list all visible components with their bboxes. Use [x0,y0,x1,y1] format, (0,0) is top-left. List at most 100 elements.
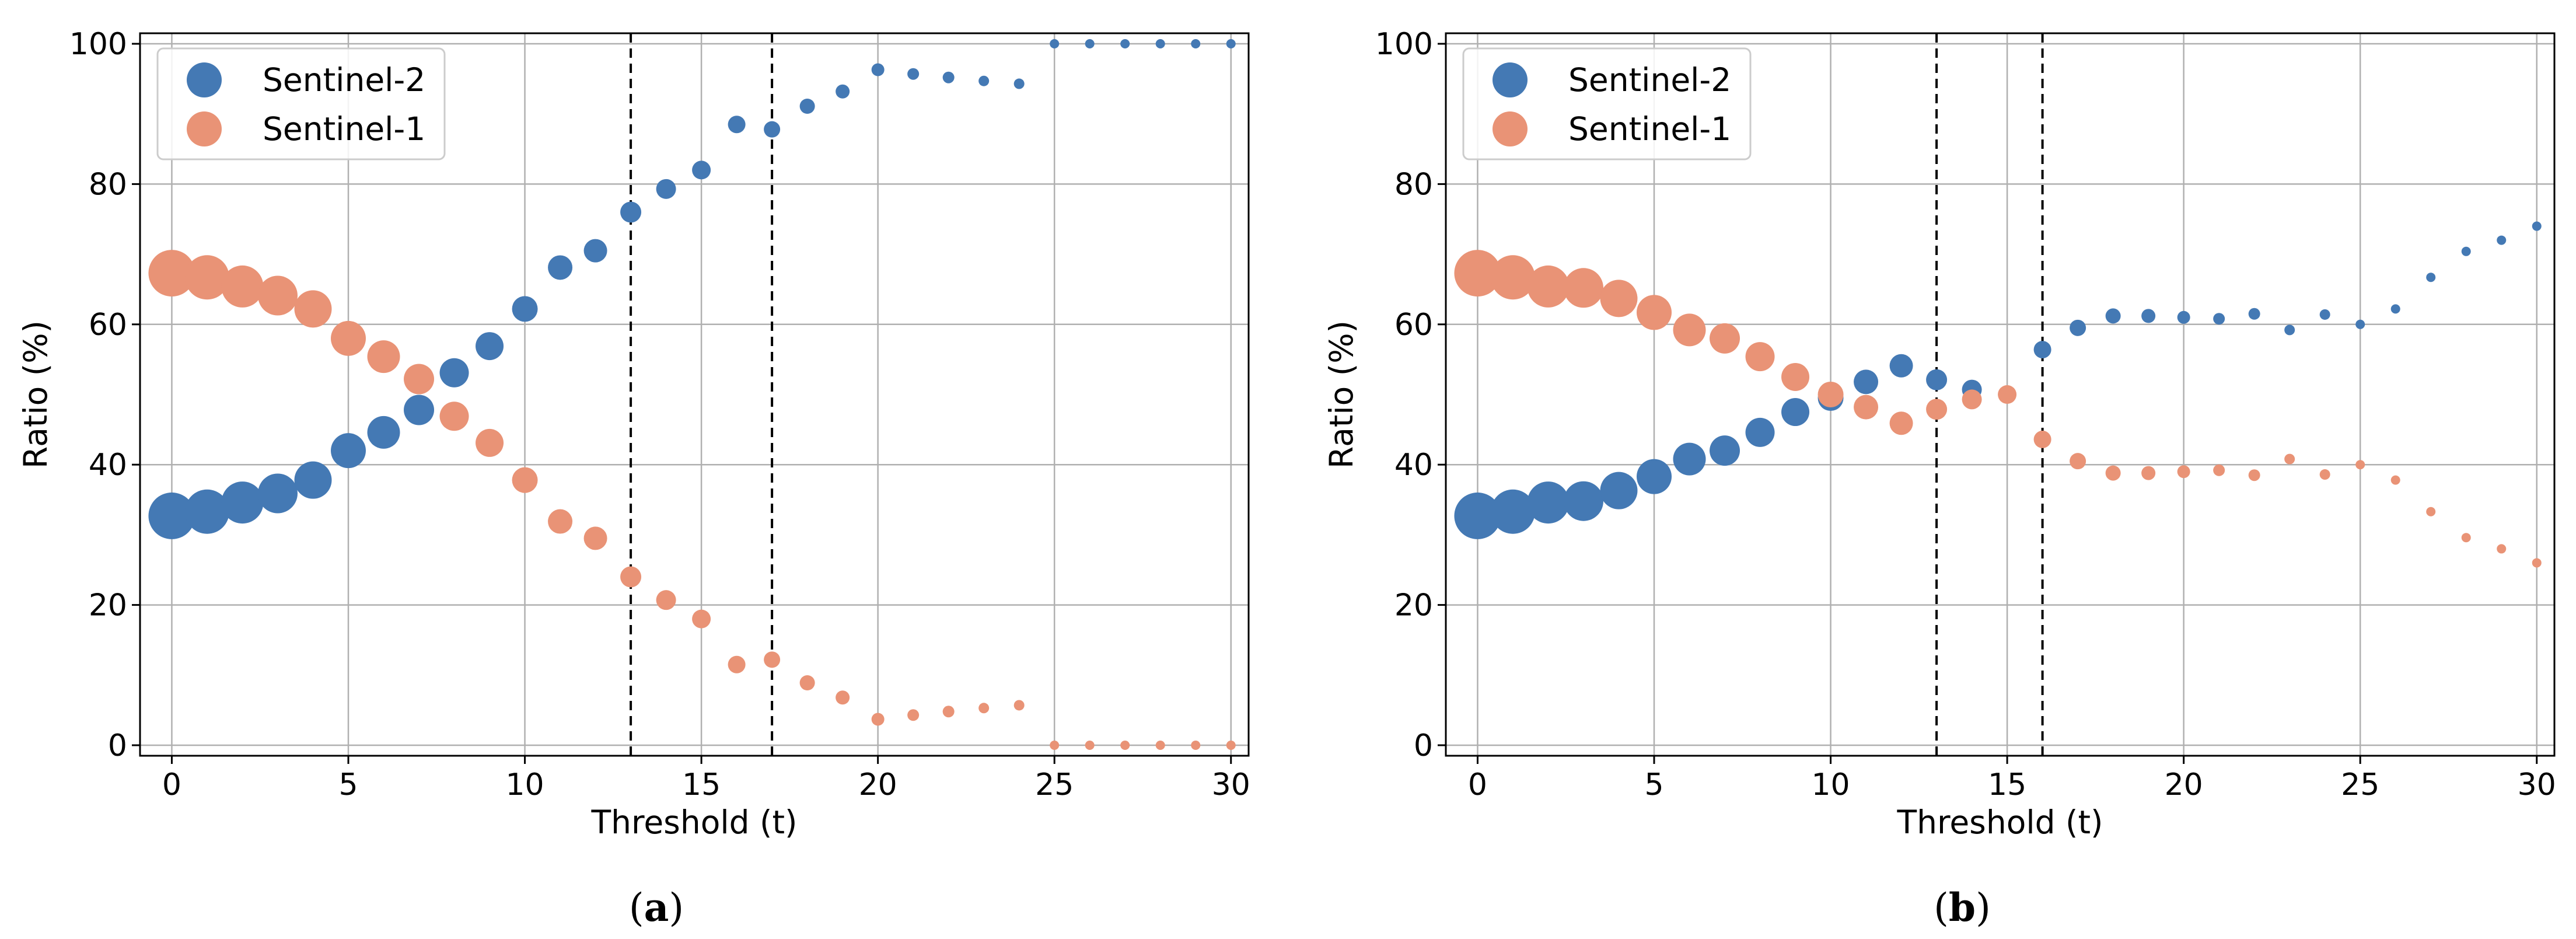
chart-b-panel: 0 5 10 15 20 25 30 0 20 40 60 80 100 Threshold (t) Rat… [1323,27,2556,930]
chart-b-point-s2 [2355,319,2365,329]
chart-a-point-s2 [294,461,332,499]
chart-a-point-s1 [294,290,332,328]
chart-b-point-s2 [1527,481,1570,524]
chart-a-point-s2 [148,492,195,539]
chart-b-point-s1 [1527,265,1570,308]
chart-b-point-s2 [1926,369,1948,390]
chart-a-point-s1 [439,402,469,431]
chart-b-x-tick-label: 5 [1644,767,1663,802]
chart-a-point-s2 [221,481,264,524]
chart-b-point-s1 [2461,533,2471,543]
chart-a-point-s2 [907,68,920,80]
chart-b-x-tick-label: 10 [1811,767,1850,802]
chart-a-point-s1 [404,364,435,395]
chart-b-point-s1 [1817,382,1844,407]
chart-b-point-s1 [1454,250,1501,297]
chart-a-point-s1 [1120,740,1130,750]
chart-b-x-tick-label: 0 [1468,767,1487,802]
chart-b-plot-frame [1445,32,2556,757]
chart-a-x-tick-label: 10 [505,767,544,802]
chart-b-point-s2 [1673,442,1706,476]
chart-a-series-sentinel-2 [148,39,1236,539]
chart-b-x-tick-label: 20 [2165,767,2203,802]
chart-b-point-s2 [2284,324,2295,336]
chart-a-point-s1 [476,428,504,457]
chart-a-legend-label-sentinel-1: Sentinel-1 [263,110,425,148]
chart-a-y-tick-label: 60 [89,308,127,343]
chart-b-series-sentinel-1 [1454,250,2542,568]
chart-b-point-s2 [1600,472,1638,509]
chart-b-point-s1 [2532,558,2542,568]
chart-b-y-axis-label: Ratio (%) [1323,320,1360,469]
chart-a-point-s2 [764,121,781,138]
chart-a-point-s2 [942,71,955,83]
chart-a-point-s2 [331,433,366,469]
chart-b-y-tick-label: 60 [1394,308,1433,343]
chart-a-point-s2 [1050,39,1060,49]
chart-a-point-s2 [656,179,676,199]
chart-b-point-s1 [1673,313,1706,347]
chart-b-legend: Sentinel-2 Sentinel-1 [1462,47,1752,160]
chart-a-point-s1 [764,651,781,668]
chart-b-x-axis-label: Threshold (t) [1896,804,2103,841]
chart-a-y-tick-label: 80 [89,167,127,202]
chart-a-y-tick-label: 0 [108,728,127,763]
chart-a-point-s1 [583,526,607,550]
chart-b-point-s1 [2141,466,2156,480]
chart-a-point-s2 [728,116,746,134]
chart-a-x-tick-label: 0 [162,767,181,802]
chart-b-point-s2 [2497,235,2507,245]
chart-b-point-s1 [1600,280,1638,317]
chart-b-point-s1 [1998,385,2017,404]
chart-a-legend: Sentinel-2 Sentinel-1 [156,47,446,160]
chart-a-y-tick-label: 100 [69,27,127,62]
chart-b-point-s2 [1563,481,1603,521]
chart-b-point-s2 [2248,308,2260,320]
chart-b-point-s2 [2177,310,2190,324]
chart-b-y-tick-label: 20 [1394,588,1433,623]
chart-a-point-s2 [1085,39,1095,49]
chart-a-point-s1 [367,340,400,373]
chart-a-series-sentinel-1 [148,250,1236,750]
chart-a-point-s2 [799,99,815,114]
chart-b-point-s1 [2497,544,2507,554]
chart-a-point-s2 [1120,39,1130,49]
chart-a-legend-box [156,47,446,160]
chart-a-point-s1 [692,609,711,629]
chart-b-x-tick-label: 15 [1988,767,2026,802]
chart-b-point-s1 [1962,389,1982,410]
chart-b-point-s2 [2033,341,2051,359]
chart-b-point-s2 [2213,313,2225,325]
chart-a-point-s1 [148,250,195,297]
chart-b-point-s2 [1745,417,1775,447]
chart-b-point-s2 [1710,435,1740,466]
chart-b-x-tick-label: 25 [2341,767,2379,802]
chart-b-caption: (b) [1934,885,1991,930]
chart-a-point-s2 [512,296,538,322]
chart-b-legend-label-sentinel-1: Sentinel-1 [1568,110,1731,148]
chart-a-point-s1 [907,709,920,721]
chart-a-point-s1 [1013,700,1025,711]
chart-b-y-tick-label: 40 [1394,448,1433,483]
chart-b-legend-label-sentinel-2: Sentinel-2 [1568,61,1731,99]
chart-a-point-s2 [548,255,573,280]
chart-b-point-s1 [1745,342,1775,372]
chart-a-point-s1 [1050,740,1060,750]
chart-a-point-s1 [1226,740,1236,750]
chart-b-point-s1 [1889,411,1913,435]
chart-a-x-tick-label: 15 [682,767,721,802]
chart-a-point-s1 [1155,740,1165,750]
chart-a-point-s2 [620,201,642,223]
chart-b-series-sentinel-2 [1454,221,2542,539]
chart-b-legend-marker-sentinel-2 [1493,62,1528,97]
chart-a-legend-label-sentinel-2: Sentinel-2 [263,61,425,99]
chart-b-point-s1 [1563,268,1603,308]
chart-a-y-axis-label: Ratio (%) [17,320,54,469]
chart-a-point-s2 [1191,39,1201,49]
chart-b-point-s1 [1854,395,1879,420]
chart-b-point-s1 [2177,465,2190,479]
chart-b-point-s2 [2141,309,2156,323]
chart-a-point-s2 [439,358,469,388]
chart-b-point-s1 [1926,399,1948,420]
chart-a-point-s1 [1085,740,1095,750]
